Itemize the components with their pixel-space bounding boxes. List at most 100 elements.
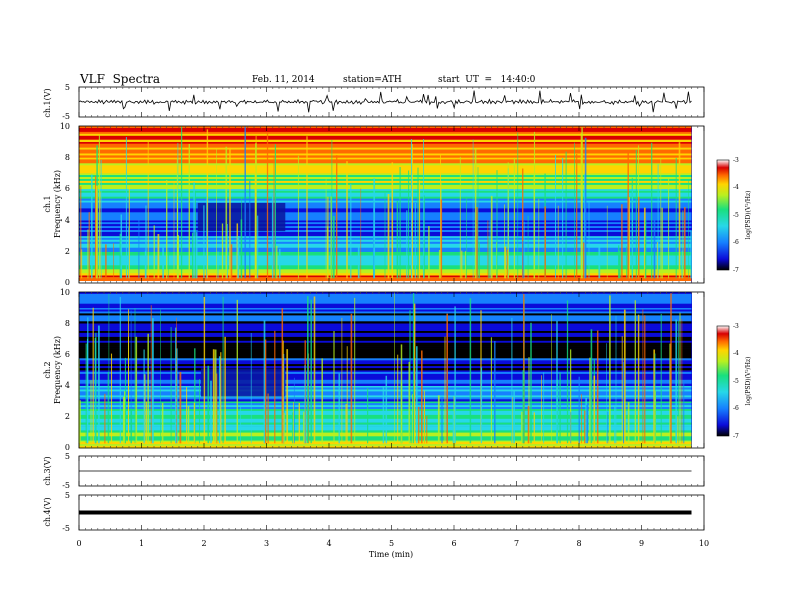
spectrogram-strip bbox=[79, 169, 692, 172]
spectrogram-strip bbox=[79, 371, 692, 375]
spectrogram-strip bbox=[79, 368, 692, 371]
spectrogram-strip bbox=[79, 387, 692, 390]
ch1-ytick-10: 10 bbox=[60, 122, 70, 131]
spectrogram-strip bbox=[79, 303, 692, 306]
spectrogram-strip bbox=[79, 141, 692, 144]
spectrogram-strip bbox=[79, 317, 692, 320]
spectrogram-strip bbox=[79, 409, 692, 412]
spectrogram-strip bbox=[79, 426, 692, 429]
x-axis-ticks bbox=[78, 87, 705, 530]
spectrogram-strip bbox=[79, 325, 692, 328]
spectrogram-strip bbox=[79, 340, 692, 343]
spectrogram-strip bbox=[79, 131, 692, 135]
spectrogram-strip bbox=[79, 377, 692, 381]
ch2-spectrogram-panel: 0 2 4 6 8 10 ch.2 Frequency (kHz) -3 -4 … bbox=[43, 288, 752, 452]
spectrogram-strip bbox=[79, 171, 692, 174]
x-tick-label: 2 bbox=[201, 539, 206, 548]
spectrogram-strip bbox=[79, 430, 692, 433]
spectrogram-strip bbox=[79, 414, 692, 418]
ch2-ytick-2: 2 bbox=[65, 412, 70, 421]
ch2-spectrogram-gap bbox=[692, 292, 704, 448]
spectrogram-strip bbox=[79, 438, 692, 441]
spectrogram-strip bbox=[79, 297, 692, 301]
spectrogram-strip bbox=[79, 350, 692, 353]
spectrogram-strip bbox=[79, 385, 692, 388]
spectrogram-strip bbox=[79, 356, 692, 359]
x-tick-label: 1 bbox=[139, 539, 144, 548]
spectrogram-strip bbox=[79, 334, 692, 338]
x-tick-label: 4 bbox=[326, 539, 331, 548]
spectrogram-strip bbox=[79, 186, 692, 190]
spectrogram-strip bbox=[79, 403, 692, 406]
spectrogram-strip bbox=[79, 157, 692, 160]
ch3-ytick-top: 5 bbox=[65, 452, 70, 461]
spectrogram-strip bbox=[79, 444, 692, 447]
ch2-cb-tick-6: -6 bbox=[733, 405, 739, 412]
spectrogram-strip bbox=[79, 305, 692, 308]
ch1-spectrogram-gap bbox=[692, 126, 704, 283]
spectrogram-strip bbox=[79, 321, 692, 324]
ch1-spectrogram-panel: 0 2 4 6 8 10 ch.1 Frequency (kHz) -3 -4 … bbox=[43, 122, 752, 287]
spectrogram-strip bbox=[79, 128, 692, 131]
spectrogram-strip bbox=[79, 319, 692, 322]
ch4-ytick-bottom: -5 bbox=[62, 524, 70, 533]
spectrogram-strip bbox=[79, 163, 692, 166]
spectrogram-strip bbox=[79, 424, 692, 427]
ch1-ylabel: ch.1(V) bbox=[43, 88, 52, 117]
spectrogram-strip bbox=[79, 135, 692, 139]
x-axis-label: Time (min) bbox=[369, 550, 413, 559]
spectrogram-strip bbox=[79, 129, 692, 133]
ch2-cb-tick-7: -7 bbox=[733, 433, 739, 440]
ch1-panel: 5 -5 ch.1(V) bbox=[43, 83, 705, 121]
spectrogram-strip bbox=[79, 159, 692, 162]
ch2-ytick-6: 6 bbox=[65, 350, 70, 359]
spectrogram-strip bbox=[79, 348, 692, 351]
spectrogram-strip bbox=[79, 440, 692, 443]
spectrogram-strip bbox=[79, 137, 692, 141]
spectrogram-strip bbox=[79, 354, 692, 357]
ch1-ytick-6: 6 bbox=[65, 184, 70, 193]
x-tick-label: 6 bbox=[451, 539, 456, 548]
spectrogram-strip bbox=[79, 155, 692, 158]
spectrogram-strip bbox=[79, 436, 692, 439]
ch1-cb-tick-6: -6 bbox=[733, 239, 739, 246]
spectrogram-strip bbox=[79, 389, 692, 392]
spectrogram-strip bbox=[79, 279, 692, 282]
chart-title: VLF Spectra bbox=[80, 72, 161, 86]
ch1-spectrogram-spikes bbox=[80, 126, 692, 279]
ch1-ytick-2: 2 bbox=[65, 247, 70, 256]
ch3-ylabel: ch.3(V) bbox=[43, 456, 52, 485]
spectrogram-strip bbox=[79, 375, 692, 379]
spectrogram-strip bbox=[79, 293, 692, 297]
spectrogram-strip bbox=[79, 338, 692, 341]
ch2-channel-label: ch.2 bbox=[43, 361, 52, 378]
spectrogram-strip bbox=[79, 410, 692, 414]
spectrogram-strip bbox=[79, 184, 692, 188]
spectrogram-strip bbox=[79, 315, 692, 318]
x-tick-label: 7 bbox=[514, 539, 519, 548]
spectrogram-strip bbox=[79, 346, 692, 349]
spectrogram-strip bbox=[79, 179, 692, 182]
ch2-ytick-10: 10 bbox=[60, 288, 70, 297]
spectrogram-strip bbox=[79, 418, 692, 421]
ch2-spectrogram-spikes bbox=[78, 292, 685, 444]
spectrogram-strip bbox=[79, 147, 692, 150]
spectrogram-strip bbox=[79, 373, 692, 377]
ch3-ytick-bottom: -5 bbox=[62, 481, 70, 490]
ch2-colorbar-label: log(PSD)(V²/Hz) bbox=[745, 357, 752, 406]
spectrogram-strip bbox=[79, 391, 692, 394]
ch1-channel-label: ch.1 bbox=[43, 195, 52, 212]
spectrogram-strip bbox=[79, 434, 692, 437]
ch4-panel: 5 -5 ch.4(V) bbox=[43, 491, 705, 533]
spectrogram-strip bbox=[79, 360, 692, 363]
ch1-ytick-bottom: -5 bbox=[62, 112, 70, 121]
ch2-cb-tick-3: -3 bbox=[733, 323, 739, 330]
ch1-cb-tick-5: -5 bbox=[733, 212, 739, 219]
station-label: station=ATH bbox=[343, 75, 402, 85]
spectrogram-strip bbox=[79, 153, 692, 156]
ch1-cb-tick-4: -4 bbox=[733, 184, 739, 191]
start-time-label: start UT = 14:40:0 bbox=[438, 75, 536, 85]
spectrogram-strip bbox=[79, 393, 692, 396]
spectrogram-strip bbox=[79, 295, 692, 299]
